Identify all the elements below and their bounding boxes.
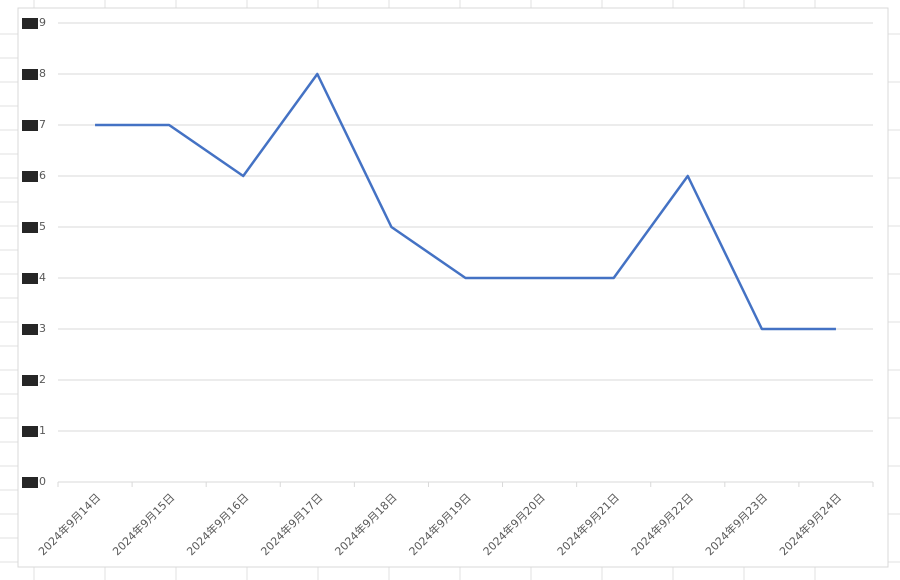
y-tick-label: .7	[36, 118, 47, 131]
y-tick-label: .9	[36, 16, 47, 29]
y-tick-label: .4	[36, 271, 47, 284]
data-line	[95, 72, 836, 331]
y-tick-label: 0	[39, 475, 46, 488]
redaction-box	[22, 18, 38, 29]
chart-area	[17, 7, 889, 568]
redaction-box	[22, 69, 38, 80]
y-tick-label: .3	[36, 322, 47, 335]
redaction-box	[22, 324, 38, 335]
y-tick-label: .6	[36, 169, 47, 182]
redaction-box	[22, 222, 38, 233]
y-tick-label: .1	[36, 424, 47, 437]
redaction-box	[22, 477, 38, 488]
y-tick-label: .5	[36, 220, 47, 233]
y-tick-label: .2	[36, 373, 47, 386]
redaction-box	[22, 171, 38, 182]
y-tick-label: .8	[36, 67, 47, 80]
redaction-box	[22, 120, 38, 131]
redaction-box	[22, 375, 38, 386]
redaction-box	[22, 426, 38, 437]
redaction-box	[22, 273, 38, 284]
